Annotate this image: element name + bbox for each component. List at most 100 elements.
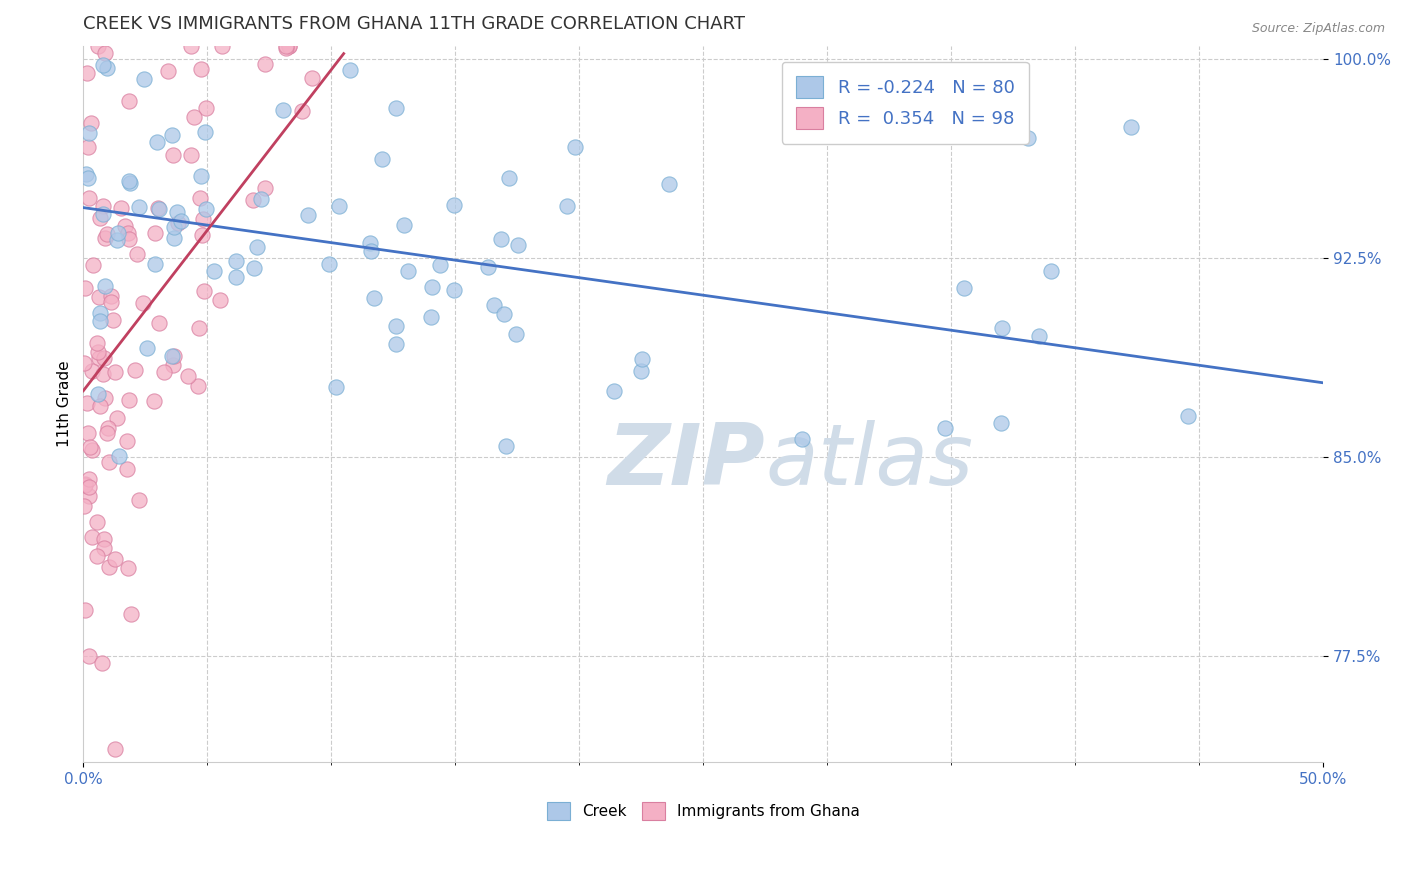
Point — [105, 411, 128, 425]
Point — [91, 367, 114, 381]
Point — [146, 202, 169, 216]
Point — [363, 291, 385, 305]
Point — [107, 233, 129, 247]
Point — [564, 140, 586, 154]
Point — [76, 396, 98, 410]
Point — [396, 264, 419, 278]
Y-axis label: 11th Grade: 11th Grade — [58, 360, 72, 448]
Point — [1177, 409, 1199, 424]
Point — [385, 336, 408, 351]
Point — [242, 261, 264, 276]
Point — [1121, 120, 1143, 134]
Point — [166, 205, 188, 219]
Text: atlas: atlas — [765, 420, 973, 503]
Point — [249, 192, 271, 206]
Point — [253, 180, 276, 194]
Point — [82, 442, 104, 457]
Point — [89, 351, 111, 365]
Point — [153, 365, 176, 379]
Point — [162, 358, 184, 372]
Point — [384, 101, 406, 115]
Point — [162, 128, 184, 142]
Point — [505, 326, 527, 341]
Point — [443, 198, 465, 212]
Point — [170, 214, 193, 228]
Point — [658, 177, 681, 191]
Point — [631, 352, 654, 367]
Point — [132, 71, 155, 86]
Point — [89, 306, 111, 320]
Point — [188, 191, 211, 205]
Point — [498, 170, 520, 185]
Point — [180, 38, 202, 53]
Point — [93, 46, 115, 61]
Point — [104, 551, 127, 566]
Point — [86, 516, 108, 530]
Point — [990, 321, 1012, 335]
Point — [93, 351, 115, 365]
Point — [419, 310, 441, 324]
Point — [73, 476, 96, 491]
Point — [274, 38, 297, 53]
Point — [80, 116, 103, 130]
Point — [180, 148, 202, 162]
Point — [1017, 130, 1039, 145]
Point — [110, 201, 132, 215]
Point — [117, 174, 139, 188]
Point — [142, 394, 165, 409]
Point — [183, 110, 205, 124]
Point — [72, 356, 94, 370]
Point — [80, 364, 103, 378]
Point — [93, 391, 115, 405]
Point — [100, 289, 122, 303]
Point — [190, 62, 212, 76]
Point — [360, 244, 382, 259]
Point — [143, 257, 166, 271]
Point — [75, 281, 97, 295]
Point — [225, 254, 247, 268]
Point — [191, 228, 214, 243]
Point — [495, 439, 517, 453]
Point — [87, 290, 110, 304]
Point — [177, 368, 200, 383]
Point — [128, 201, 150, 215]
Point — [97, 421, 120, 435]
Point — [91, 207, 114, 221]
Point — [318, 257, 340, 271]
Point — [934, 421, 956, 435]
Text: ZIP: ZIP — [607, 420, 765, 503]
Point — [93, 541, 115, 555]
Point — [97, 559, 120, 574]
Point — [630, 364, 652, 378]
Point — [76, 66, 98, 80]
Point — [76, 140, 98, 154]
Point — [104, 742, 127, 756]
Point — [77, 472, 100, 486]
Point — [128, 492, 150, 507]
Point — [86, 336, 108, 351]
Point — [394, 219, 416, 233]
Point — [156, 64, 179, 78]
Point — [94, 231, 117, 245]
Point — [359, 235, 381, 250]
Point — [602, 384, 624, 398]
Point — [124, 363, 146, 377]
Point — [492, 307, 515, 321]
Point — [117, 226, 139, 240]
Point — [202, 263, 225, 277]
Point — [211, 38, 233, 53]
Point — [115, 434, 138, 449]
Point — [325, 380, 347, 394]
Point — [195, 101, 218, 115]
Point — [107, 226, 129, 240]
Point — [160, 349, 183, 363]
Point — [75, 477, 97, 491]
Point — [89, 314, 111, 328]
Point — [194, 125, 217, 139]
Point — [118, 232, 141, 246]
Point — [276, 41, 298, 55]
Point — [253, 56, 276, 70]
Text: Source: ZipAtlas.com: Source: ZipAtlas.com — [1251, 22, 1385, 36]
Point — [93, 58, 115, 72]
Point — [1028, 329, 1050, 343]
